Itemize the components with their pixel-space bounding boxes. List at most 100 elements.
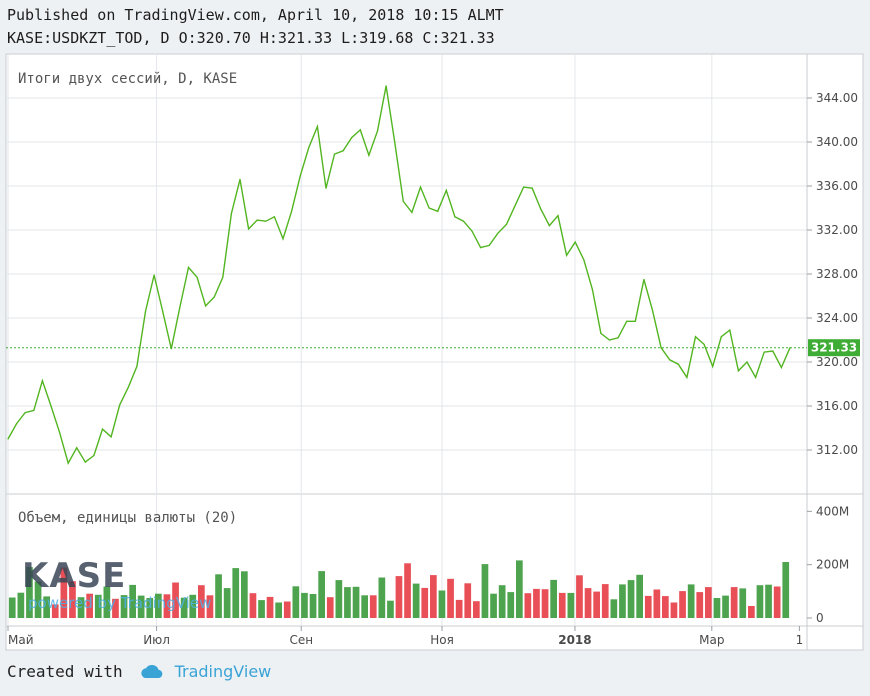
symbol-ohlc-header: KASE:USDKZT_TOD, D O:320.70 H:321.33 L:3…: [7, 29, 495, 47]
volume-bar: [17, 592, 25, 618]
price-point: [110, 436, 112, 438]
volume-bar: [112, 598, 119, 618]
price-point: [170, 348, 172, 350]
price-point: [239, 178, 241, 180]
created-with-text: Created with: [7, 662, 123, 681]
volume-bar: [378, 577, 386, 618]
price-point: [153, 274, 155, 276]
price-point: [480, 247, 482, 249]
volume-bar: [189, 594, 197, 618]
price-series-line: [7, 85, 791, 466]
price-point: [686, 376, 688, 378]
volume-bar: [533, 588, 540, 618]
price-point: [643, 278, 645, 281]
price-point: [471, 230, 473, 232]
volume-bar: [670, 602, 678, 618]
price-point: [359, 129, 361, 131]
time-axis-ticks: Май Июл Сен Ноя 2018 Мар 1: [7, 626, 803, 647]
price-point: [746, 361, 748, 363]
volume-bar: [43, 596, 50, 618]
volume-bar: [404, 563, 411, 618]
time-tick-label: Июл: [143, 633, 170, 647]
volume-bar: [326, 597, 334, 618]
price-point: [119, 404, 121, 406]
price-point: [694, 336, 697, 338]
price-point: [299, 175, 301, 177]
price-point: [333, 153, 336, 155]
price-point: [256, 219, 258, 221]
price-point: [127, 386, 129, 388]
volume-bar: [34, 581, 42, 618]
price-point: [265, 220, 267, 222]
price-point: [67, 462, 69, 464]
price-point: [368, 154, 370, 156]
price-point: [505, 223, 507, 226]
price-point: [677, 363, 679, 365]
volume-bar: [430, 575, 437, 618]
volume-bar: [77, 597, 85, 618]
price-point: [7, 438, 9, 440]
price-point: [514, 205, 516, 207]
volume-bar: [610, 599, 618, 618]
volume-bar: [558, 592, 566, 618]
price-point: [755, 376, 757, 378]
volume-bar: [524, 593, 532, 618]
price-point: [325, 187, 327, 189]
price-point: [591, 288, 594, 290]
volume-bar: [627, 580, 635, 618]
price-volume-chart[interactable]: KASE powered by TradingView 321.33 344.0…: [0, 50, 870, 656]
volume-bar: [215, 574, 222, 618]
price-point: [24, 412, 26, 414]
price-tick-label: 344.00: [816, 91, 858, 105]
powered-by-text: powered by TradingView: [28, 594, 211, 612]
price-point: [33, 409, 35, 411]
price-point: [497, 232, 499, 234]
price-point: [282, 238, 284, 240]
price-point: [101, 428, 104, 430]
price-point: [84, 461, 86, 463]
price-tick-label: 340.00: [816, 135, 858, 149]
volume-bar: [705, 587, 712, 618]
price-point: [59, 431, 61, 433]
time-tick-label: Ноя: [430, 633, 454, 647]
price-tick-label: 336.00: [816, 179, 858, 193]
volume-bar: [258, 600, 265, 618]
price-point: [428, 207, 430, 209]
price-point: [376, 130, 379, 132]
volume-bar: [739, 588, 747, 618]
price-point: [703, 343, 705, 345]
price-point: [136, 365, 138, 367]
volume-bar: [309, 594, 317, 618]
volume-bar: [94, 594, 102, 618]
volume-bar: [8, 597, 16, 618]
price-point: [385, 85, 387, 87]
volume-bar: [687, 584, 695, 618]
price-point: [394, 141, 396, 143]
volume-bar: [481, 564, 489, 618]
price-point: [531, 187, 533, 189]
volume-bar: [241, 571, 248, 618]
price-pane-title: Итоги двух сессий, D, KASE: [18, 71, 237, 87]
price-point: [187, 266, 190, 268]
volume-bar: [455, 599, 463, 618]
price-point: [248, 228, 250, 230]
price-point: [634, 320, 636, 322]
price-point: [93, 454, 95, 457]
kase-logo: KASE: [22, 556, 126, 596]
tradingview-cloud-icon[interactable]: [139, 664, 165, 680]
price-point: [772, 350, 774, 352]
price-point: [50, 405, 52, 407]
volume-bar: [335, 580, 343, 618]
price-point: [737, 370, 740, 372]
price-point: [16, 423, 18, 425]
price-point: [669, 359, 671, 361]
price-point: [411, 211, 413, 213]
volume-bar: [318, 571, 325, 618]
tradingview-brand-link[interactable]: TradingView: [174, 662, 272, 681]
price-point: [316, 126, 318, 128]
volume-bar: [412, 583, 420, 618]
volume-bar: [26, 567, 33, 618]
volume-bar: [223, 588, 231, 618]
volume-bar: [198, 585, 205, 618]
price-point: [41, 380, 44, 382]
